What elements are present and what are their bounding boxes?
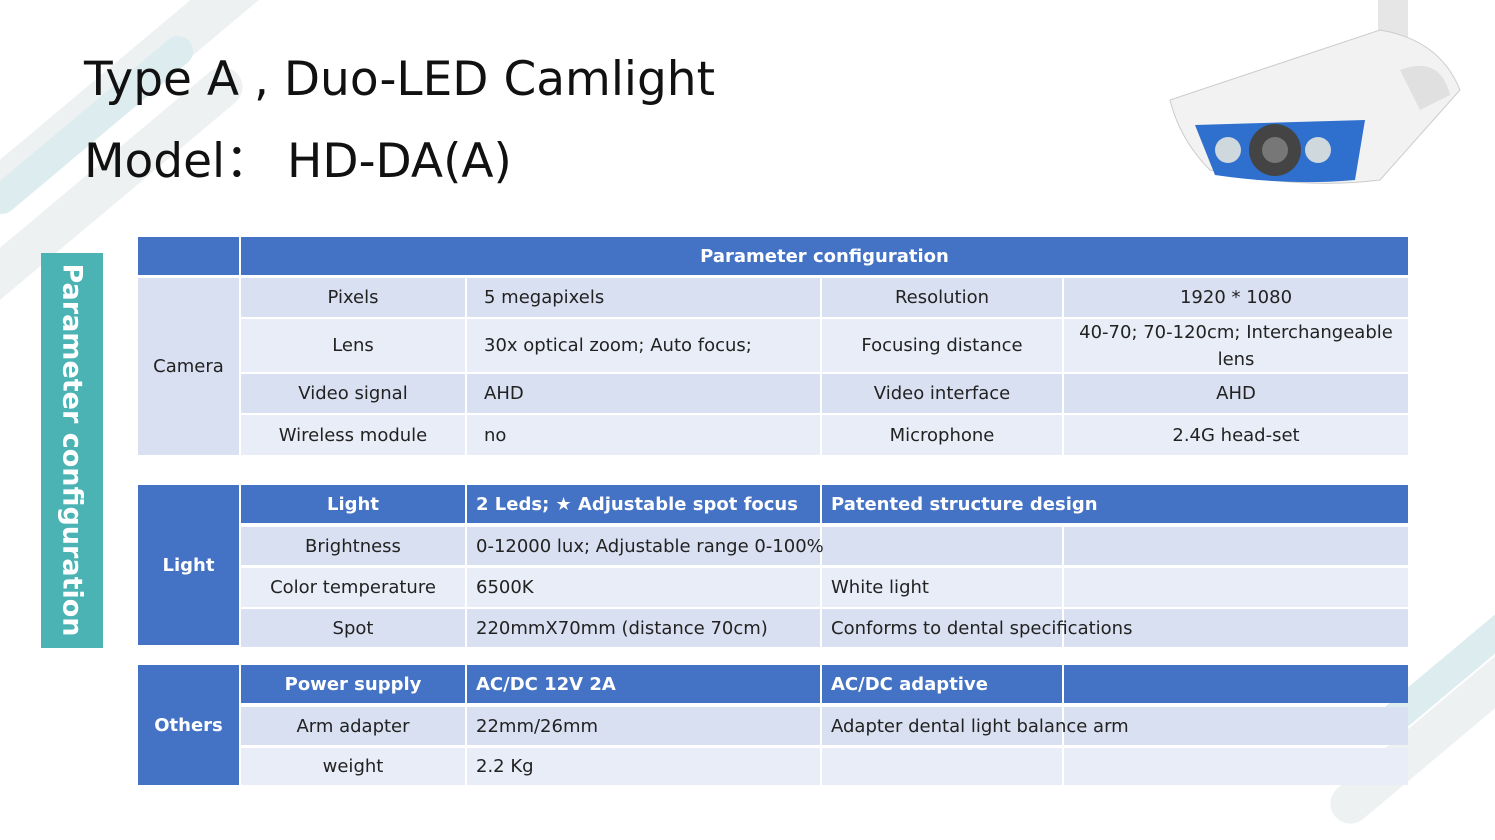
table-cell [467,527,820,565]
table-cell [241,319,465,372]
table-cell [241,485,465,523]
table-cell [822,319,1062,372]
cell-text: 22mm/26mm [476,715,599,737]
cell-text: Lens [332,335,374,356]
table-cell [1064,527,1408,565]
table-cell [138,237,239,275]
table-cell [241,374,465,413]
table-cell [138,485,239,645]
cell-text: 5 megapixels [484,287,605,308]
cell-text: Video interface [873,383,1011,404]
cell-text: Wireless module [278,424,428,446]
table-cell [1064,707,1408,745]
title: Type A , Duo-LED Camlight [84,52,716,107]
table-cell [822,278,1062,317]
table-cell [467,707,820,745]
table-cell [138,665,239,785]
table-cell [467,319,820,372]
table-cell [1064,374,1408,413]
table-cell [1064,665,1408,703]
table-cell [467,665,820,703]
cell-text: 220mmX70mm (distance 70cm) [476,617,768,639]
cell-text: Camera [153,356,224,377]
cell-text: White light [831,577,929,598]
cell-text: Adapter dental light balance arm [831,715,1129,737]
table-cell [1064,415,1408,455]
table-cell [822,748,1062,785]
header-text: Light [327,493,379,515]
cell-text: Arm adapter [296,715,410,737]
cell-text: Pixels [327,287,379,308]
table-cell [241,278,465,317]
header-text: Power supply [284,673,422,695]
cell-text: 40-70; 70-120cm; Interchangeable lens [1079,321,1393,370]
cell-text: no [484,424,507,446]
table-cell [241,665,465,703]
cell-text: Color temperature [270,577,436,598]
table-cell [241,748,465,785]
table-cell [467,748,820,785]
header-text: Light [162,554,215,576]
table-cell [467,609,820,647]
cell-text: 1920 * 1080 [1179,287,1293,308]
header-text: 2 Leds; ★ Adjustable spot focus [476,493,798,515]
table-cell [822,374,1062,413]
table-cell [467,415,820,455]
cell-text: 6500K [476,577,534,598]
table-cell [467,374,820,413]
cell-text: 0-12000 lux; Adjustable range 0-100% [476,535,824,557]
table-cell [822,665,1062,703]
table-cell [241,568,465,607]
cell-text: Microphone [889,424,995,446]
cell-text: 30x optical zoom; Auto focus; [484,335,752,356]
cell-text: AHD [1216,383,1256,404]
header-text: Patented structure design [831,493,1098,515]
table-cell [822,568,1062,607]
table-cell [467,485,820,523]
table-cell [822,527,1062,565]
header-text: Others [154,714,223,736]
table-cell [822,609,1062,647]
table-cell [822,485,1408,523]
cell-text: Brightness [305,535,401,557]
side-label: Parameter configuration [56,263,88,637]
table-cell [1064,319,1408,372]
cell-text: Spot [332,617,374,639]
header-text: AC/DC 12V 2A [476,673,616,695]
cell-text: AHD [484,383,524,404]
table-cell [822,707,1062,745]
cell-text: weight [322,756,384,777]
cell-text: 2.4G head-set [1172,424,1300,446]
table-cell [467,568,820,607]
cell-text: 2.2 Kg [476,756,534,777]
table-cell [822,415,1062,455]
table-cell [1064,568,1408,607]
table-cell [1064,278,1408,317]
table-cell [241,707,465,745]
camlight-image [1169,0,1461,184]
header-text: Parameter configuration [700,245,949,267]
table-cell [1064,609,1408,647]
table-cell [241,527,465,565]
table-cell [1064,748,1408,785]
side-label-box: Parameter configuration [41,253,103,648]
cell-text: Resolution [894,287,990,308]
table-cell [467,278,820,317]
model: Model： HD-DA(A) [84,134,512,189]
table-cell [241,237,1408,275]
table-cell [138,278,239,455]
cell-text: Video signal [298,383,408,404]
table-cell [241,609,465,647]
header-text: AC/DC adaptive [831,673,988,695]
cell-text: Conforms to dental specifications [831,617,1133,639]
cell-text: Focusing distance [861,335,1023,356]
table-cell [241,415,465,455]
